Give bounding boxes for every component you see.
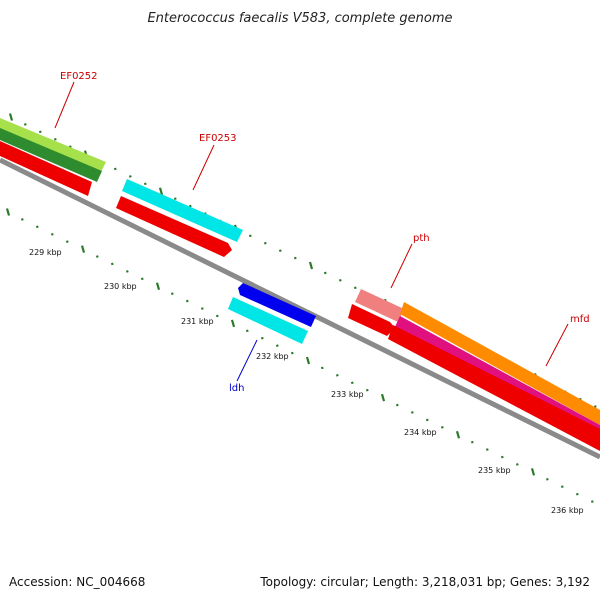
lower-tick	[125, 270, 129, 273]
lower-tick	[20, 218, 24, 221]
lower-tick	[80, 245, 86, 253]
map-title: Enterococcus faecalis V583, complete gen…	[147, 11, 452, 26]
gene-label-pth: pth	[413, 233, 430, 244]
feature-bars	[0, 118, 600, 451]
upper-tick	[23, 123, 27, 126]
gene-bar-mfd-orange	[400, 302, 600, 425]
lower-tick	[515, 463, 519, 466]
lower-tick	[245, 329, 249, 333]
lower-tick	[335, 374, 339, 377]
lower-tick	[170, 292, 174, 295]
gene-bar-mfd-red	[388, 325, 600, 451]
upper-tick	[113, 167, 117, 171]
tick-label-230: 230 kbp	[104, 282, 137, 291]
lower-tick	[65, 240, 69, 244]
lower-tick	[95, 255, 99, 258]
lower-tick	[200, 307, 204, 310]
genome-summary-text: Topology: circular; Length: 3,218,031 bp…	[259, 575, 590, 589]
upper-tick	[323, 271, 327, 275]
lower-tick	[305, 356, 311, 365]
gene-bar-ef0253-red	[116, 196, 232, 257]
gene-labels: EF0252 EF0253 pth mfd ldh	[54, 71, 590, 394]
tick-label-234: 234 kbp	[404, 428, 437, 437]
upper-tick	[278, 249, 282, 252]
lower-tick	[455, 430, 461, 439]
lower-tick	[230, 319, 236, 328]
tick-label-231: 231 kbp	[181, 317, 214, 326]
lower-tick	[110, 262, 114, 266]
gene-bar-ef0252-light	[0, 118, 106, 174]
upper-tick	[158, 187, 164, 196]
lower-tick	[470, 440, 474, 444]
upper-tick	[338, 279, 342, 282]
lower-tick	[350, 381, 354, 385]
lower-tick	[35, 225, 39, 229]
lower-tick	[140, 277, 144, 281]
lower-tick	[395, 403, 399, 407]
gene-bar-pth-red	[348, 304, 395, 336]
gene-bar-ldh-cyan	[228, 297, 308, 344]
tick-label-235: 235 kbp	[478, 466, 511, 475]
lower-tick	[5, 208, 11, 216]
gene-label-ef0252: EF0252	[60, 71, 98, 82]
upper-tick	[53, 137, 57, 141]
lower-tick	[560, 485, 564, 489]
lower-tick-row	[5, 208, 594, 503]
upper-tick	[188, 204, 192, 208]
gene-callout-pth: pth	[390, 233, 430, 289]
tick-label-232: 232 kbp	[256, 352, 289, 361]
gene-label-mfd: mfd	[570, 314, 590, 325]
genome-backbone	[0, 157, 600, 460]
gene-bar-ef0252-dark	[0, 128, 102, 182]
lower-tick	[155, 282, 161, 291]
lower-tick	[260, 336, 264, 340]
gene-callout-ef0252: EF0252	[54, 71, 98, 129]
lower-tick	[440, 426, 444, 429]
upper-tick	[593, 405, 597, 408]
gene-label-ldh: ldh	[229, 383, 244, 394]
upper-tick	[308, 261, 314, 270]
upper-tick	[38, 130, 42, 134]
lower-tick	[275, 344, 279, 347]
lower-tick	[365, 388, 369, 392]
lower-tick	[320, 366, 324, 370]
lower-tick	[50, 232, 54, 236]
lower-tick	[590, 500, 594, 503]
kbp-labels: 229 kbp 230 kbp 231 kbp 232 kbp 233 kbp …	[29, 248, 584, 515]
lower-tick	[500, 455, 504, 459]
lower-tick	[545, 477, 549, 481]
lower-tick	[530, 468, 536, 476]
gene-callout-ldh: ldh	[229, 339, 258, 394]
gene-bar-ef0252-red	[0, 141, 92, 196]
lower-tick	[215, 314, 219, 318]
tick-label-236: 236 kbp	[551, 506, 584, 515]
upper-tick	[263, 241, 267, 245]
lower-tick	[290, 351, 294, 355]
tick-label-229: 229 kbp	[29, 248, 62, 257]
gene-bar-ef0253-cyan	[122, 179, 243, 242]
gene-callout-ef0253: EF0253	[192, 133, 237, 191]
lower-tick	[410, 411, 414, 414]
lower-tick	[425, 418, 429, 422]
upper-tick	[353, 286, 357, 290]
gene-bar-pth-pink	[355, 289, 404, 322]
tick-label-233: 233 kbp	[331, 390, 364, 399]
gene-label-ef0253: EF0253	[199, 133, 237, 144]
lower-tick	[575, 492, 579, 496]
upper-tick	[8, 113, 14, 121]
upper-tick	[143, 182, 147, 186]
upper-tick	[173, 197, 177, 200]
lower-tick	[185, 299, 189, 303]
gene-callout-mfd: mfd	[545, 314, 590, 367]
lower-tick	[380, 393, 386, 402]
accession-text: Accession: NC_004668	[9, 575, 145, 589]
gene-bar-ldh-blue	[238, 283, 316, 327]
upper-tick	[128, 175, 132, 178]
upper-tick	[248, 234, 252, 238]
lower-tick	[485, 448, 489, 451]
upper-tick	[293, 256, 297, 260]
